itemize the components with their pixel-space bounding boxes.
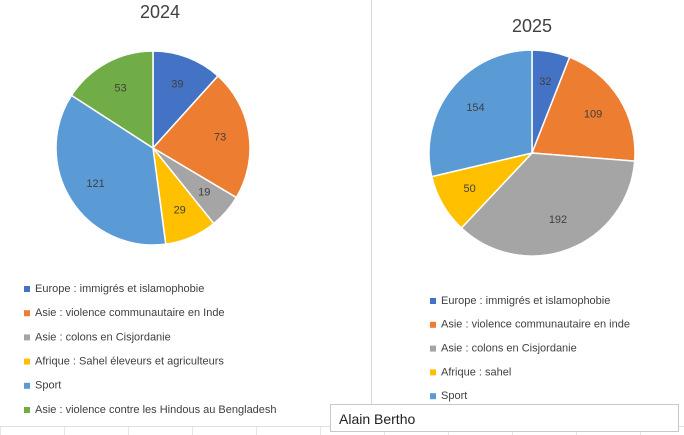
legend-label: Afrique : Sahel éleveurs et agriculteurs	[35, 356, 224, 368]
panel-divider	[371, 0, 372, 410]
legend-label: Asie : violence contre les Hindous au Be…	[35, 404, 277, 416]
slice-value-label: 109	[584, 109, 602, 121]
pie-slice[interactable]	[428, 49, 533, 178]
legend-swatch	[430, 393, 436, 400]
slice-value-label: 192	[549, 214, 567, 226]
slice-value-label: 154	[466, 102, 484, 114]
slice-value-label: 121	[86, 178, 104, 190]
slice-value-label: 29	[174, 204, 186, 216]
legend-swatch	[24, 334, 30, 341]
legend-label: Sport	[35, 380, 61, 392]
legend-swatch	[24, 407, 30, 413]
slice-value-label: 32	[539, 76, 551, 88]
pie-slice[interactable]	[55, 94, 167, 246]
chart-title: 2025	[512, 16, 552, 36]
legend-swatch	[24, 358, 30, 365]
legend-label: Asie : violence communautaire en inde	[441, 319, 630, 331]
legend-label: Europe : immigrés et islamophobie	[441, 295, 610, 307]
pie-slice[interactable]	[460, 152, 636, 257]
slice-value-label: 53	[114, 82, 126, 94]
pie-slice[interactable]	[151, 74, 251, 199]
legend-swatch	[430, 321, 436, 328]
legend-label: Sport	[441, 390, 467, 402]
author-name-box[interactable]: Alain Bertho	[330, 404, 679, 432]
legend-label: Asie : colons en Cisjordanie	[441, 343, 577, 355]
legend-label: Asie : colons en Cisjordanie	[35, 331, 171, 343]
pie-chart-2025: 2025 32 109 192 50 154 Europe : immigrés et is…	[428, 16, 636, 402]
legend-swatch	[24, 286, 30, 292]
legend-label: Afrique : sahel	[441, 366, 511, 378]
legend-label: Europe : immigrés et islamophobie	[35, 283, 204, 295]
legend-swatch	[430, 298, 436, 304]
legend-swatch	[24, 382, 30, 389]
slice-value-label: 39	[171, 79, 183, 91]
slice-value-label: 19	[198, 186, 210, 198]
slice-value-label: 73	[214, 132, 226, 144]
pie-slice[interactable]	[530, 56, 636, 162]
legend-label: Asie : violence communautaire en Inde	[35, 307, 225, 319]
legend-swatch	[430, 345, 436, 352]
slice-value-label: 50	[463, 183, 475, 195]
pie-slice[interactable]	[70, 50, 154, 150]
chart-title: 2024	[140, 2, 180, 22]
legend-swatch	[430, 369, 436, 376]
pie-chart-2024: 2024 39 73 19 29 121 53 Europe : immigrés et is…	[24, 2, 277, 416]
legend-swatch	[24, 310, 30, 317]
pie-slice[interactable]	[152, 50, 220, 150]
